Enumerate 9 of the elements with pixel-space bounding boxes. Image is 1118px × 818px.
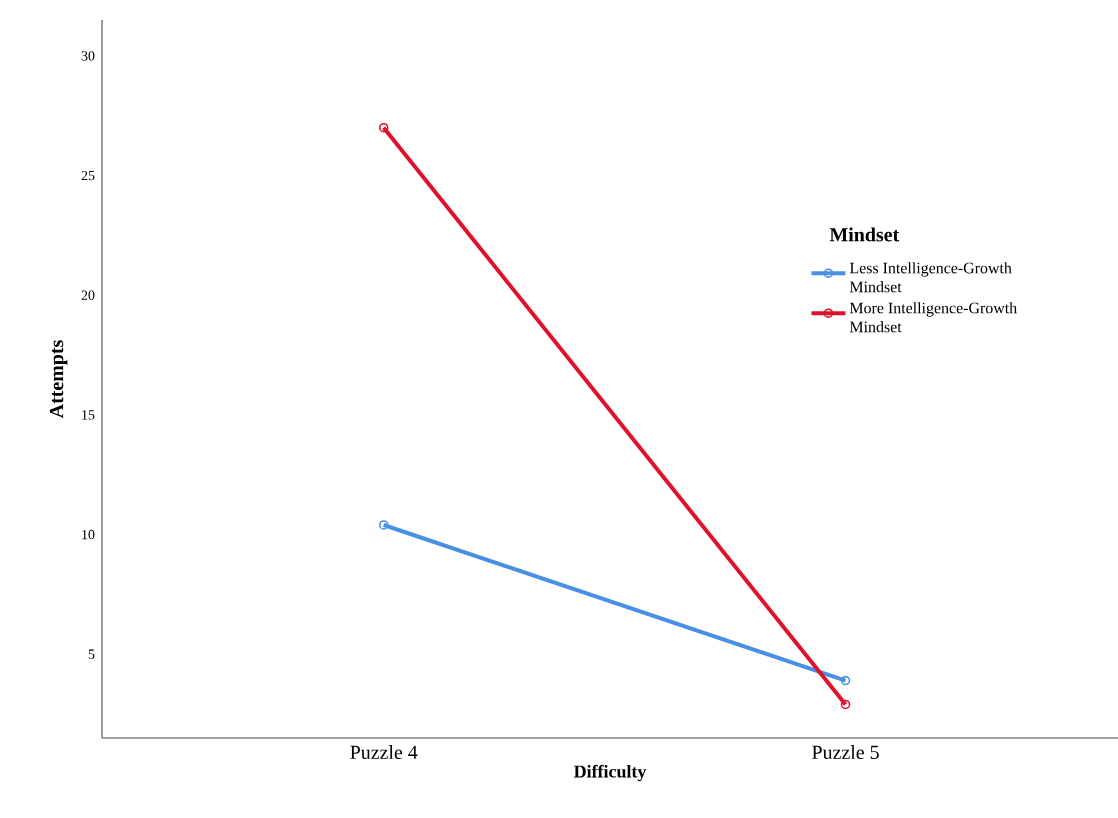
point — [840, 675, 851, 686]
x-tick-label: Puzzle 4 — [350, 745, 418, 760]
y-axis-title: Attempts — [49, 340, 68, 419]
x-axis-title: Difficulty — [573, 764, 647, 782]
point — [378, 520, 389, 530]
legend-title: Mindset — [829, 227, 900, 242]
point — [378, 122, 389, 133]
x-tick-label: Puzzle 5 — [812, 745, 879, 760]
point — [840, 699, 851, 710]
